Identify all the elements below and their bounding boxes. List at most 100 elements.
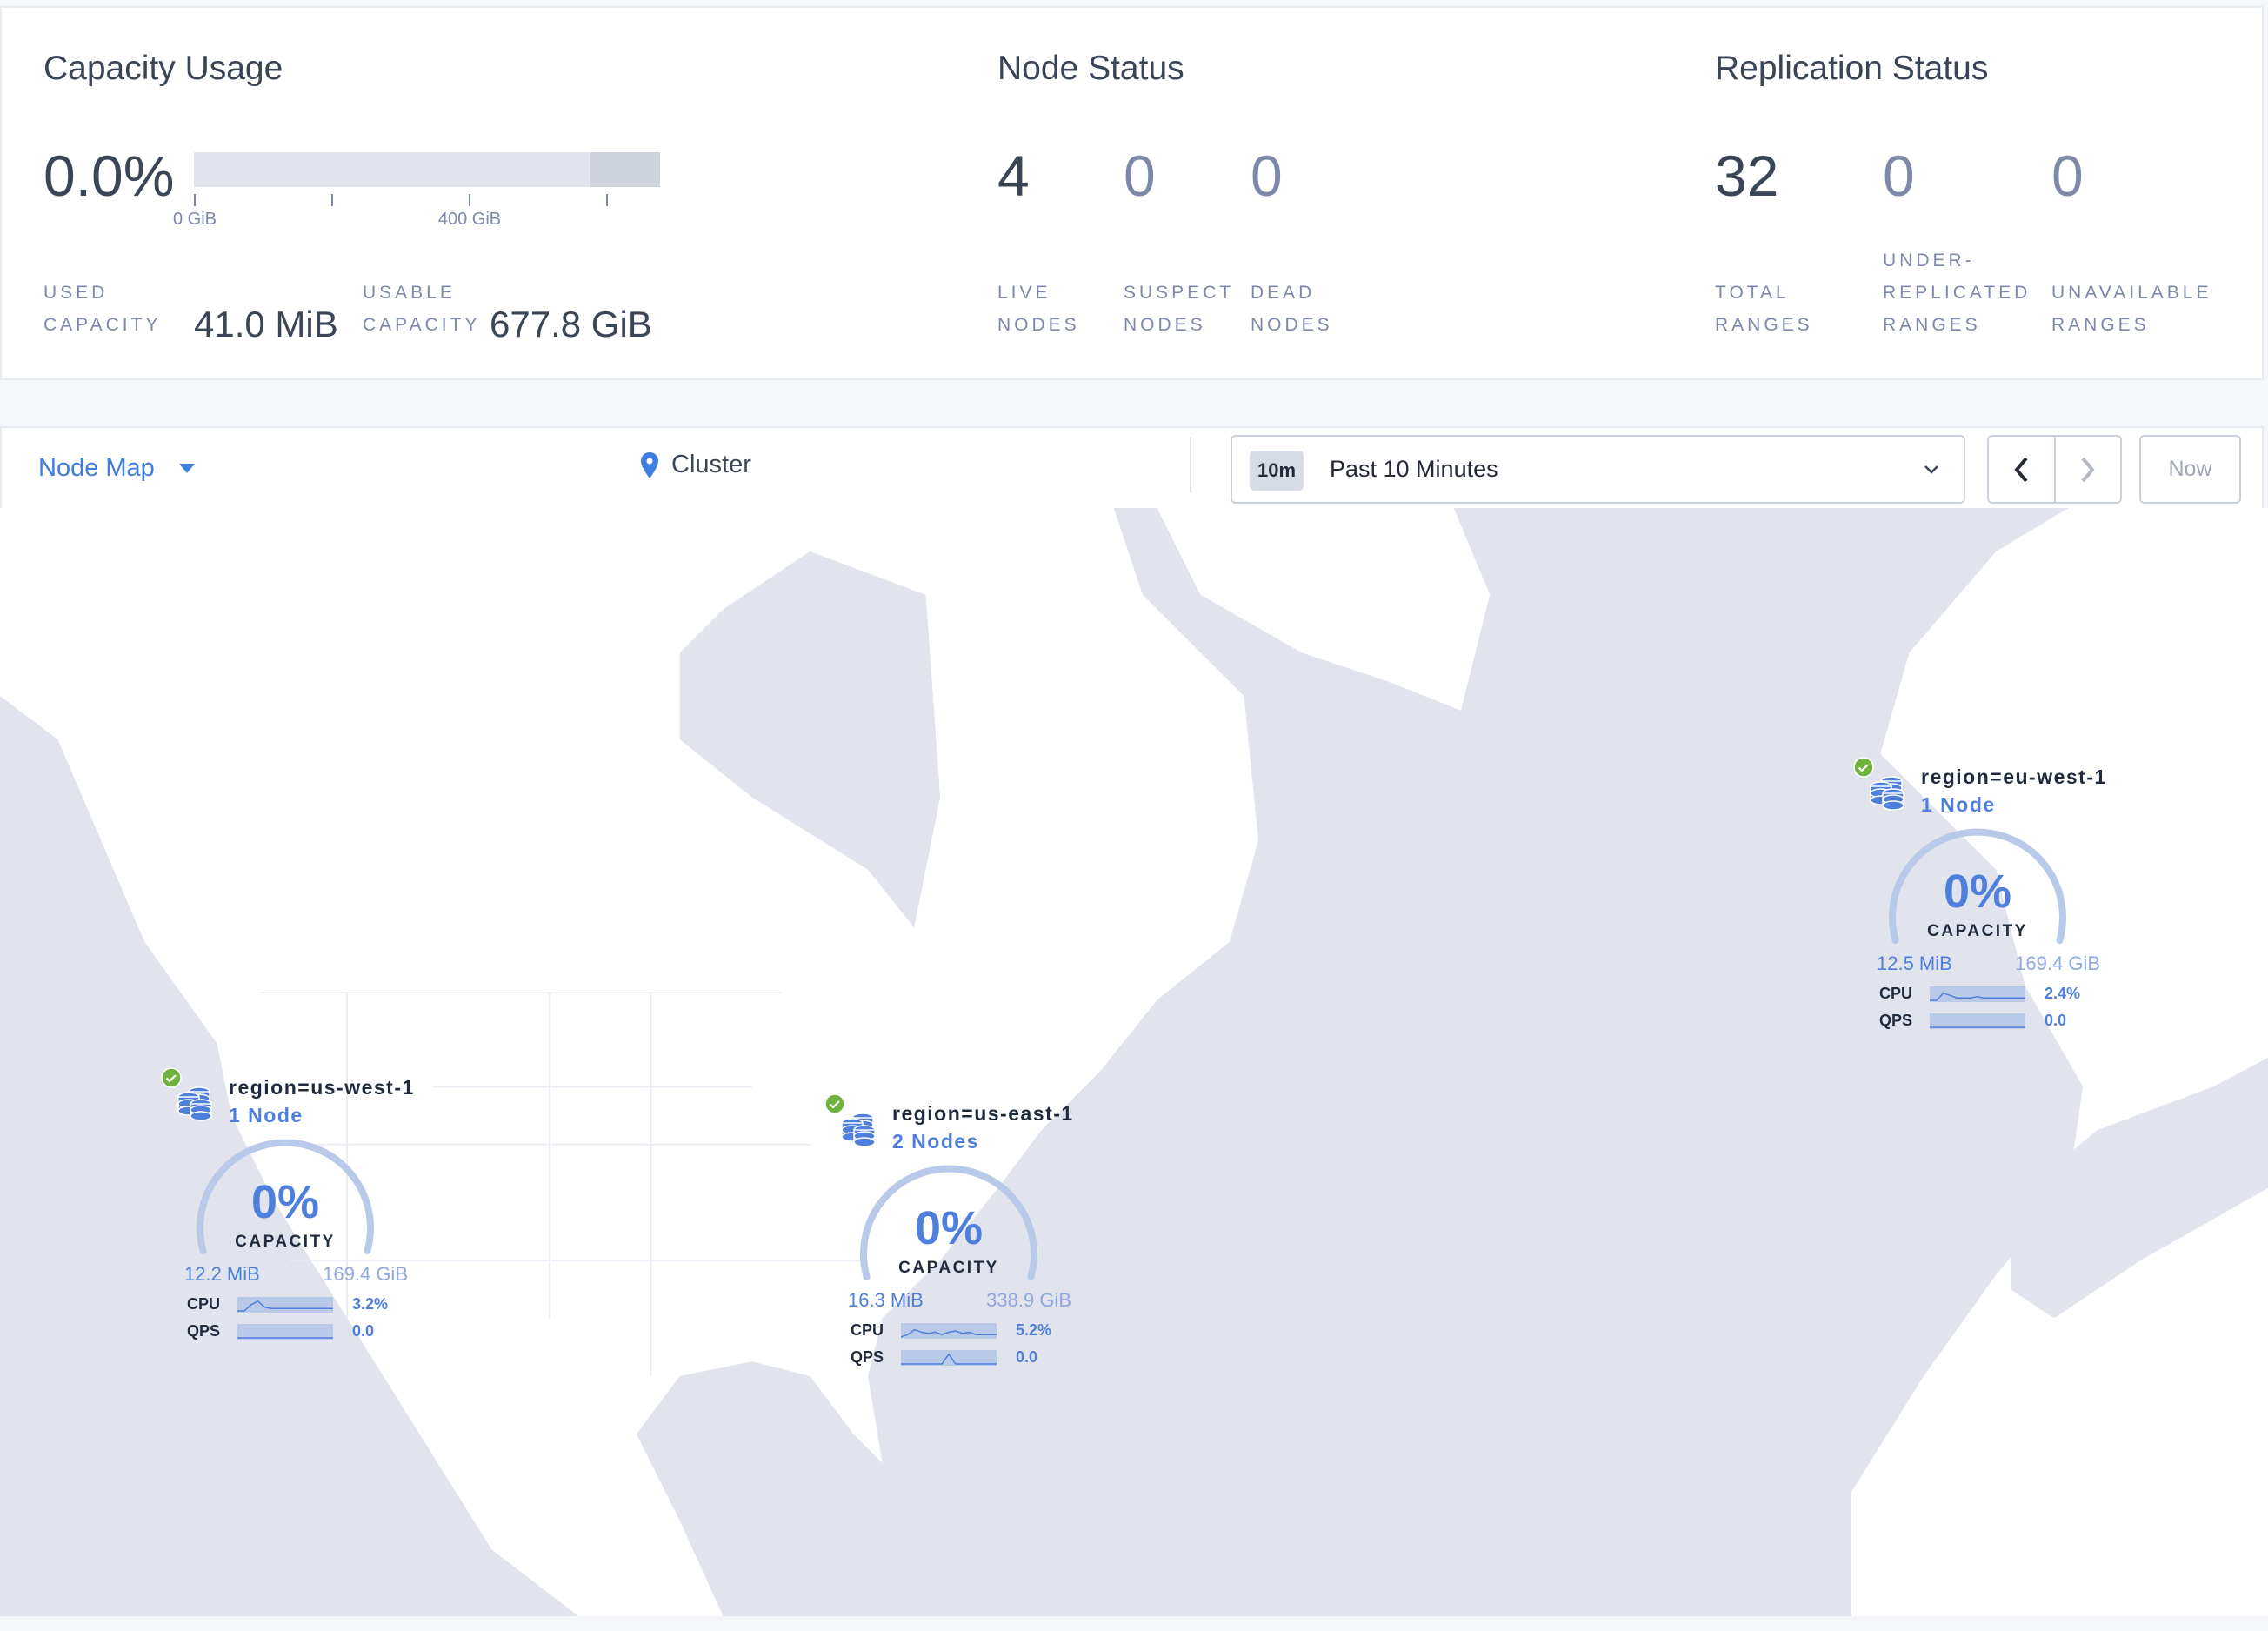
breadcrumb: Cluster [640,451,751,479]
capacity-gauge [197,1139,374,1254]
qps-value: 0.0 [2045,1012,2067,1029]
cpu-label: CPU [850,1321,884,1339]
label-line: CAPACITY [43,315,162,335]
cpu-label: CPU [1879,985,1913,1002]
database-icon [841,1113,876,1147]
world-map [0,508,2268,1616]
label-line: UNDER- [1883,251,1975,271]
qps-label: QPS [1879,1012,1913,1029]
used-capacity: 16.3 MiB [848,1289,924,1311]
locality-name: region=us-east-1 [892,1102,1074,1125]
suspect-nodes-label: SUSPECT NODES [1124,277,1234,341]
label-line [1715,244,1813,277]
qps-label: QPS [850,1348,884,1366]
time-nav-group [1987,435,2122,504]
replication-status-title: Replication Status [1715,50,1989,87]
sparkline-line [1930,992,2025,1001]
locality-node-count[interactable]: 1 Node [229,1104,304,1126]
breadcrumb-cluster[interactable]: Cluster [671,451,751,478]
chevron-down-icon [1924,465,1938,474]
live-nodes-count: 4 [997,144,1030,208]
node-map[interactable]: region=us-west-1 1 Node 0% CAPACITY 12.2… [0,508,2268,1616]
capacity-usage-title: Capacity Usage [43,50,284,87]
capacity-gauge [1889,828,2066,944]
axis-tick-label: 400 GiB [437,210,502,229]
sparkline-line [901,1353,997,1365]
total-capacity: 169.4 GiB [2015,953,2100,974]
axis-tick [469,194,470,206]
axis-tick-label: 0 GiB [172,210,217,229]
label-line: CAPACITY [363,315,481,335]
unavailable-ranges-count: 0 [2051,144,2084,208]
locality-marker[interactable]: region=us-east-1 2 Nodes 0% CAPACITY 16.… [824,1093,1103,1380]
cluster-summary-card: Capacity Usage 0.0% 0 GiB 400 GiB USED C… [0,6,2264,380]
suspect-nodes-count: 0 [1124,144,1156,208]
total-capacity: 169.4 GiB [323,1263,408,1285]
label-line: USED [43,283,109,303]
label-line: SUSPECT [1124,283,1235,303]
qps-label: QPS [187,1322,221,1340]
locality-marker[interactable]: region=us-west-1 1 Node 0% CAPACITY 12.2… [161,1067,439,1354]
label-line: LIVE [997,283,1051,303]
locality-node-count[interactable]: 1 Node [1921,793,1996,816]
live-nodes-label: LIVE NODES [997,277,1080,341]
usable-capacity-value: 677.8 GiB [490,304,652,344]
capacity-bar [194,152,660,187]
view-dropdown-label: Node Map [38,454,155,482]
label-line: NODES [1251,315,1333,335]
label-line: RANGES [2051,315,2150,335]
sparkline-bg [1930,986,2025,1002]
qps-sparkline [237,1324,333,1340]
label-line [2051,244,2211,277]
label-line: USABLE [363,283,456,303]
capacity-label: CAPACITY [898,1259,999,1277]
next-time-button[interactable] [2056,437,2121,502]
label-line: REPLICATED [1883,283,2031,303]
dead-nodes-label: DEAD NODES [1251,277,1333,341]
used-capacity-value: 41.0 MiB [194,304,338,344]
cpu-sparkline [237,1297,333,1313]
state-borders [260,992,868,1376]
sparkline-line [901,1328,997,1338]
axis-tick [194,194,196,206]
under-replicated-label: UNDER- REPLICATED RANGES [1883,244,2031,341]
view-dropdown[interactable]: Node Map [38,454,195,483]
cpu-value: 2.4% [2045,985,2081,1002]
chevron-right-icon [2081,457,2095,482]
sparkline-bg [901,1350,997,1366]
healthy-check-icon [824,1093,845,1114]
chevron-left-icon [2014,457,2028,482]
cpu-value: 3.2% [352,1295,389,1313]
now-button[interactable]: Now [2139,435,2241,504]
label-line: NODES [997,315,1080,335]
capacity-percent: 0% [914,1202,984,1254]
axis-tick [331,194,333,206]
greenland-landmass [1157,508,1491,711]
label-line: TOTAL [1715,283,1790,303]
label-line: RANGES [1715,315,1813,335]
total-ranges-label: TOTAL RANGES [1715,244,1813,341]
locality-name: region=eu-west-1 [1921,765,2107,788]
unavailable-ranges-label: UNAVAILABLE RANGES [2051,244,2211,341]
locality-marker[interactable]: region=eu-west-1 1 Node 0% CAPACITY 12.5… [1853,757,2131,1044]
capacity-percent: 0% [1943,866,2012,918]
total-capacity: 338.9 GiB [986,1289,1071,1311]
used-capacity-label: USED CAPACITY [43,277,161,341]
locality-name: region=us-west-1 [229,1076,415,1099]
map-pin-icon [641,451,658,478]
cpu-value: 5.2% [1016,1321,1052,1339]
label-line: UNAVAILABLE [2051,283,2212,303]
previous-time-button[interactable] [1989,437,2056,502]
cpu-sparkline [901,1323,997,1339]
used-capacity: 12.2 MiB [184,1263,260,1285]
time-range-select[interactable]: 10m Past 10 Minutes [1231,435,1965,504]
healthy-check-icon [1853,757,1874,778]
capacity-label: CAPACITY [1927,922,2028,940]
capacity-percent: 0.0% [43,144,175,208]
hudson-bay [679,551,941,928]
sparkline-bg [237,1324,333,1340]
locality-node-count[interactable]: 2 Nodes [892,1130,979,1153]
axis-tick [606,194,608,206]
node-status-title: Node Status [997,50,1184,87]
qps-value: 0.0 [352,1322,375,1340]
